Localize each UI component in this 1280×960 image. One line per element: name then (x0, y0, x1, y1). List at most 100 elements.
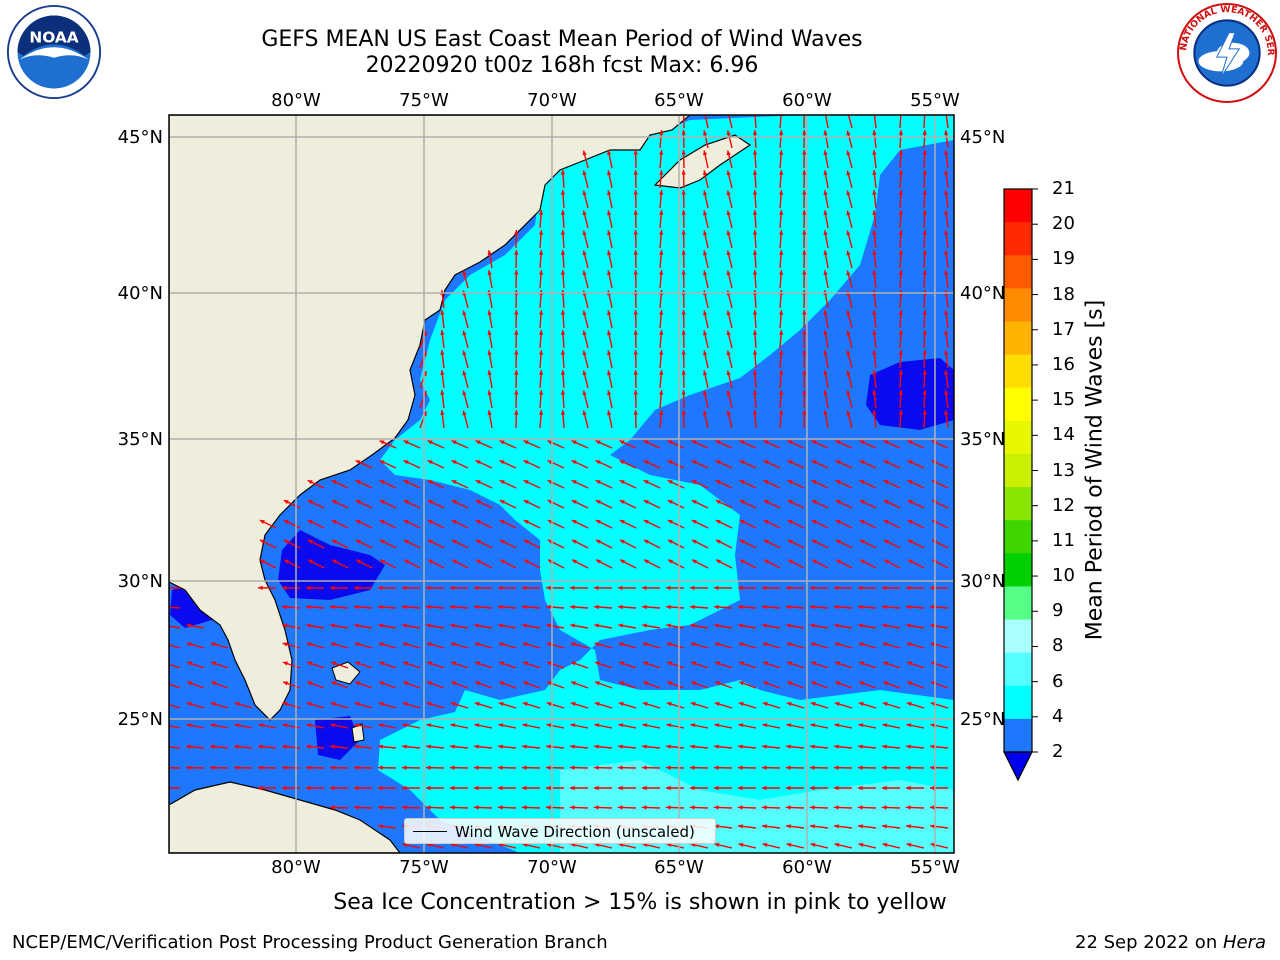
wave-arrow-head (872, 190, 877, 195)
wave-arrow-head (846, 150, 851, 156)
wave-arrow-head (823, 230, 828, 236)
wave-arrow-head (560, 210, 566, 215)
wave-arrow-head (802, 130, 807, 135)
wave-arrow-head (378, 765, 383, 770)
wave-arrow-head (450, 744, 455, 749)
wave-arrow-head (523, 440, 529, 445)
wave-arrow-head (811, 520, 817, 524)
wave-arrow-head (802, 190, 807, 195)
wave-arrow-head (308, 559, 313, 564)
wave-arrow-head (594, 642, 600, 647)
wave-arrow-head (522, 805, 527, 810)
wave-arrow-head (607, 350, 612, 356)
wave-arrow-head (810, 765, 815, 770)
wave-arrow-head (726, 390, 731, 396)
wave-arrow-head (402, 623, 408, 628)
wave-arrow-head (426, 604, 431, 610)
lon-label-top: 65°W (654, 90, 704, 111)
lon-label-top: 75°W (399, 90, 449, 111)
wave-arrow-head (666, 702, 672, 707)
colorbar-tick-label: 2 (1052, 741, 1064, 762)
wave-arrow-head (546, 765, 551, 770)
wave-arrow-head (762, 805, 767, 810)
wave-arrow-head (570, 642, 576, 647)
wave-arrow-head (514, 270, 519, 275)
wave-arrow-head (355, 520, 361, 524)
wave-arrow-head (882, 642, 888, 647)
wave-arrow-head (872, 230, 877, 235)
wave-arrow-head (714, 744, 719, 749)
wave-arrow-head (930, 765, 935, 770)
wave-arrow-head (834, 765, 839, 770)
wave-arrow-head (186, 723, 192, 728)
wave-arrow-head (642, 744, 647, 749)
wave-arrow-head (882, 805, 887, 810)
wave-arrow-head (487, 370, 492, 376)
wave-arrow-shaft (169, 663, 181, 669)
wave-arrow-head (810, 642, 816, 647)
wave-arrow-head (307, 500, 313, 505)
wave-arrow-head (582, 410, 587, 416)
wave-arrow-head (234, 744, 239, 749)
wave-arrow-head (659, 230, 664, 235)
wave-arrow-head (922, 230, 927, 235)
wave-arrow-head (778, 390, 784, 395)
wave-arrow-head (883, 460, 889, 465)
wave-arrow-head (487, 330, 492, 336)
wave-arrow-head (930, 723, 936, 728)
lon-label-top: 80°W (271, 90, 321, 111)
colorbar-title: Mean Period of Wind Waves [s] (1082, 299, 1108, 641)
wave-arrow-head (618, 642, 624, 647)
wave-arrow-head (811, 500, 817, 505)
wave-arrow-head (162, 745, 167, 749)
wave-arrow-head (714, 765, 719, 770)
wave-arrow-head (726, 170, 731, 176)
colorbar-segment (1004, 619, 1032, 654)
wave-arrow-head (379, 460, 385, 465)
wave-arrow-head (659, 190, 664, 195)
wave-arrow-head (872, 150, 877, 155)
wave-arrow-head (922, 410, 927, 415)
wave-arrow-head (306, 744, 311, 749)
wave-arrow-head (522, 765, 527, 770)
map-legend: Wind Wave Direction (unscaled) (404, 818, 716, 844)
wave-arrow-head (738, 785, 743, 791)
wave-arrow-head (234, 765, 239, 770)
wave-arrow-head (499, 520, 505, 524)
wave-arrow-head (499, 440, 505, 445)
wave-arrow-head (762, 604, 767, 610)
wave-arrow-head (538, 310, 544, 315)
wave-arrow-head (811, 440, 817, 445)
wave-arrow-head (858, 785, 863, 791)
wave-arrow-head (691, 460, 697, 465)
plot-subtitle: 20220920 t00z 168h fcst Max: 6.96 (365, 53, 759, 78)
wave-arrow-head (802, 370, 807, 375)
wave-arrow-head (474, 604, 479, 610)
wave-arrow-head (450, 723, 456, 728)
wave-arrow-head (882, 585, 887, 590)
wave-arrow-head (355, 500, 361, 505)
wave-arrow-head (908, 559, 913, 564)
wave-arrow-head (571, 681, 576, 686)
wave-arrow-head (726, 330, 731, 336)
wave-arrow-head (752, 250, 758, 255)
wave-arrow-head (922, 270, 927, 275)
wave-arrow-head (642, 642, 648, 647)
wave-arrow-head (330, 585, 335, 590)
wave-arrow-head (715, 681, 720, 686)
wave-arrow-head (402, 702, 408, 707)
colorbar-tick-label: 6 (1052, 670, 1064, 692)
wave-arrow-head (944, 330, 949, 335)
wave-arrow-head (922, 330, 927, 335)
wave-arrow-head (681, 350, 686, 355)
wave-arrow-head (462, 390, 467, 396)
wave-arrow-head (560, 230, 566, 235)
wave-arrow-head (595, 520, 601, 524)
wave-arrow-head (475, 500, 481, 505)
wave-arrow-head (538, 370, 544, 375)
wave-arrow-head (823, 170, 828, 176)
wave-arrow-head (427, 681, 432, 686)
wave-arrow-head (753, 110, 757, 115)
wave-arrow-head (571, 480, 577, 485)
wave-arrow-head (402, 785, 407, 791)
